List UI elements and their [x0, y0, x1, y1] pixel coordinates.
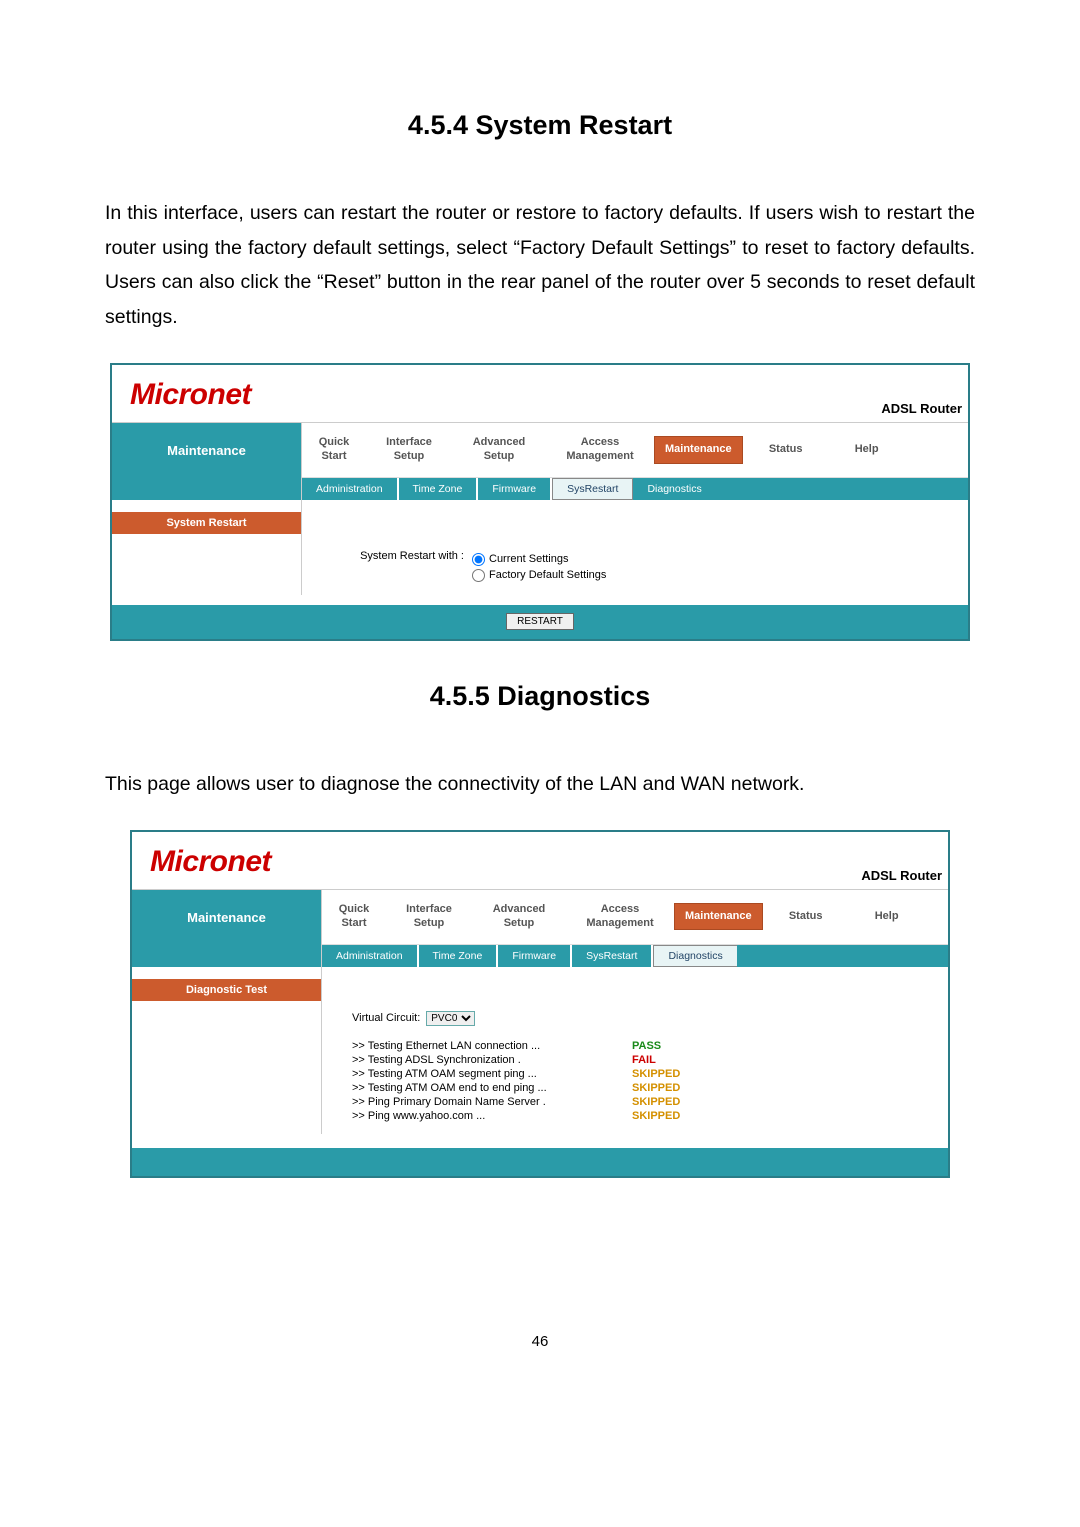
tab-maintenance[interactable]: Maintenance [674, 903, 763, 931]
main-tab-bar: QuickStartInterfaceSetupAdvancedSetupAcc… [302, 423, 968, 478]
opt-current-settings: Current Settings [489, 553, 568, 565]
restart-form: System Restart with : Current Settings F… [302, 534, 968, 595]
subtab-firmware[interactable]: Firmware [498, 945, 572, 967]
diag-row: >> Testing ATM OAM end to end ping ...SK… [352, 1082, 938, 1094]
subtab-diagnostics-selected[interactable]: Diagnostics [653, 945, 736, 967]
tab-help[interactable]: Help [829, 437, 905, 463]
diag-row: >> Ping Primary Domain Name Server .SKIP… [352, 1096, 938, 1108]
opt-factory-defaults: Factory Default Settings [489, 569, 606, 581]
radio-current-settings[interactable] [472, 553, 485, 566]
product-label-2: ADSL Router [861, 868, 942, 883]
nav-left-subrow-2 [132, 945, 322, 967]
diag-row: >> Testing Ethernet LAN connection ...PA… [352, 1040, 938, 1052]
main-tab-bar-2: QuickStartInterfaceSetupAdvancedSetupAcc… [322, 890, 948, 945]
brand-logo-2: Micronet [132, 835, 322, 889]
vc-label: Virtual Circuit: [352, 1012, 420, 1024]
nav-left-label: Maintenance [112, 423, 302, 478]
subtab-time-zone[interactable]: Time Zone [399, 478, 479, 500]
screenshot-diagnostics: Micronet ADSL Router Maintenance QuickSt… [130, 830, 950, 1178]
diagnostic-results: >> Testing Ethernet LAN connection ...PA… [352, 1040, 938, 1122]
subtab-sysrestart[interactable]: SysRestart [572, 945, 653, 967]
diag-row: >> Testing ATM OAM segment ping ...SKIPP… [352, 1068, 938, 1080]
tab-quick[interactable]: QuickStart [322, 897, 386, 937]
diagnostics-body: Virtual Circuit: PVC0 >> Testing Etherne… [322, 1001, 948, 1134]
page-number: 46 [105, 1333, 975, 1350]
subtab-diagnostics[interactable]: Diagnostics [633, 478, 715, 500]
tab-status[interactable]: Status [763, 904, 849, 930]
subtab-time-zone[interactable]: Time Zone [419, 945, 499, 967]
section-heading-restart: 4.5.4 System Restart [105, 110, 975, 141]
subtab-administration[interactable]: Administration [302, 478, 399, 500]
nav-left-label-2: Maintenance [132, 890, 322, 945]
tab-help[interactable]: Help [849, 904, 925, 930]
diag-status: PASS [632, 1040, 661, 1052]
panel-title-restart: System Restart [112, 512, 302, 534]
tab-access[interactable]: AccessManagement [566, 897, 674, 937]
product-label: ADSL Router [881, 401, 962, 416]
subtab-firmware[interactable]: Firmware [478, 478, 552, 500]
footer-bar: RESTART [112, 605, 968, 639]
screenshot-system-restart: Micronet ADSL Router Maintenance QuickSt… [110, 363, 970, 641]
diag-status: SKIPPED [632, 1068, 680, 1080]
section-paragraph-diagnostics: This page allows user to diagnose the co… [105, 767, 975, 802]
diag-status: FAIL [632, 1054, 656, 1066]
tab-quick[interactable]: QuickStart [302, 430, 366, 470]
diag-label: >> Testing ADSL Synchronization . [352, 1054, 632, 1066]
tab-interface[interactable]: InterfaceSetup [386, 897, 472, 937]
brand-logo: Micronet [112, 368, 302, 422]
diag-row: >> Testing ADSL Synchronization .FAIL [352, 1054, 938, 1066]
diag-label: >> Ping Primary Domain Name Server . [352, 1096, 632, 1108]
diag-status: SKIPPED [632, 1096, 680, 1108]
radio-factory-defaults[interactable] [472, 569, 485, 582]
footer-bar-2 [132, 1148, 948, 1176]
vc-select[interactable]: PVC0 [426, 1011, 475, 1026]
nav-left-subrow [112, 478, 302, 500]
sub-tab-bar: AdministrationTime ZoneFirmwareSysRestar… [302, 478, 968, 500]
subtab-administration[interactable]: Administration [322, 945, 419, 967]
diag-label: >> Testing ATM OAM end to end ping ... [352, 1082, 632, 1094]
restart-button[interactable]: RESTART [506, 613, 574, 630]
tab-status[interactable]: Status [743, 437, 829, 463]
spacer [112, 500, 302, 512]
restart-with-label: System Restart with : [332, 550, 472, 562]
panel-title-diagnostics: Diagnostic Test [132, 979, 322, 1001]
tab-maintenance[interactable]: Maintenance [654, 436, 743, 464]
subtab-sysrestart[interactable]: SysRestart [552, 478, 633, 500]
diag-label: >> Testing ATM OAM segment ping ... [352, 1068, 632, 1080]
section-heading-diagnostics: 4.5.5 Diagnostics [105, 681, 975, 712]
tab-access[interactable]: AccessManagement [546, 430, 654, 470]
tab-advanced[interactable]: AdvancedSetup [452, 430, 546, 470]
diag-label: >> Testing Ethernet LAN connection ... [352, 1040, 632, 1052]
diag-label: >> Ping www.yahoo.com ... [352, 1110, 632, 1122]
tab-interface[interactable]: InterfaceSetup [366, 430, 452, 470]
diag-row: >> Ping www.yahoo.com ...SKIPPED [352, 1110, 938, 1122]
spacer-2 [132, 967, 322, 979]
sub-tab-bar-2: AdministrationTime ZoneFirmwareSysRestar… [322, 945, 948, 967]
section-paragraph-restart: In this interface, users can restart the… [105, 196, 975, 335]
diag-status: SKIPPED [632, 1110, 680, 1122]
tab-advanced[interactable]: AdvancedSetup [472, 897, 566, 937]
diag-status: SKIPPED [632, 1082, 680, 1094]
